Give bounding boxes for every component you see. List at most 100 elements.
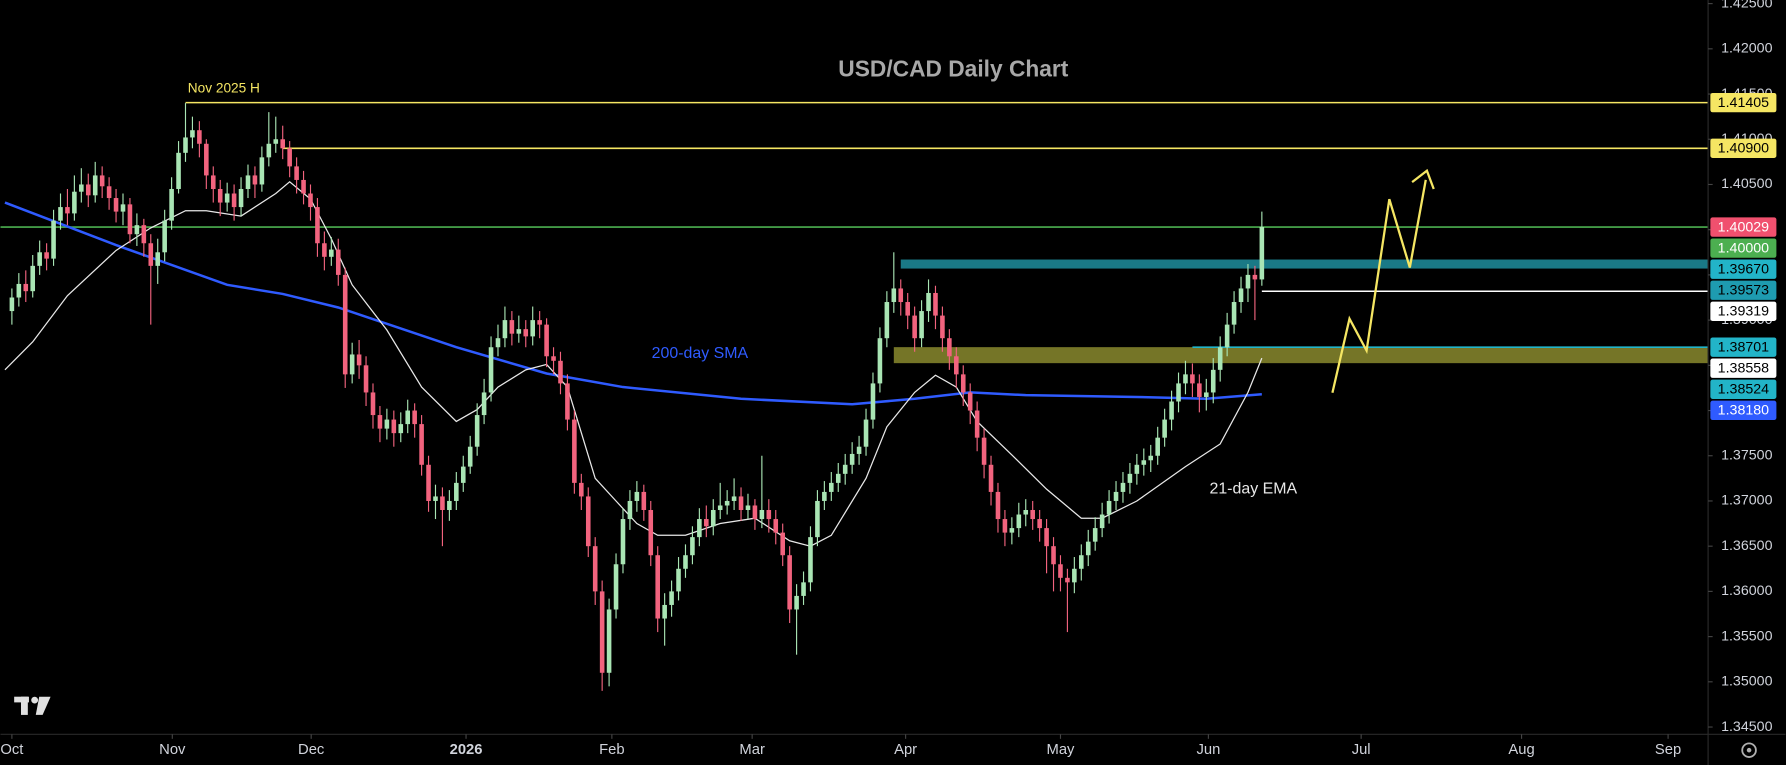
candle-body bbox=[301, 179, 306, 194]
x-tick-label: May bbox=[1047, 742, 1076, 758]
candle-body bbox=[183, 137, 188, 153]
price-tag-label: 1.39319 bbox=[1718, 304, 1769, 320]
candle-body bbox=[863, 419, 869, 447]
candle-body bbox=[1210, 369, 1216, 393]
candle-body bbox=[37, 252, 42, 266]
candle-body bbox=[738, 496, 744, 511]
candle-body bbox=[106, 186, 112, 199]
candle-body bbox=[113, 198, 119, 212]
x-tick-label: 2026 bbox=[450, 742, 483, 758]
candle-body bbox=[856, 446, 862, 454]
indicator-line bbox=[4, 201, 1262, 406]
price-tag-label: 1.39573 bbox=[1718, 283, 1769, 299]
candle-body bbox=[197, 130, 202, 144]
candle-body bbox=[30, 265, 36, 292]
candle-body bbox=[440, 496, 445, 511]
candle-body bbox=[176, 152, 181, 189]
candle-body bbox=[238, 188, 244, 208]
candle-body bbox=[884, 302, 890, 339]
price-tag-label: 1.38180 bbox=[1718, 403, 1769, 419]
candle-body bbox=[231, 193, 237, 208]
x-tick-label: Aug bbox=[1508, 742, 1534, 758]
candle-body bbox=[745, 505, 751, 511]
candle-body bbox=[259, 157, 265, 185]
candle-body bbox=[1155, 437, 1160, 456]
candle-body bbox=[1183, 374, 1188, 384]
candle-body bbox=[1134, 464, 1140, 474]
settings-icon[interactable] bbox=[1741, 742, 1757, 758]
candle-body bbox=[1016, 514, 1022, 529]
candle-body bbox=[974, 410, 980, 438]
candle-body bbox=[815, 500, 820, 538]
candle-body bbox=[1217, 347, 1223, 370]
price-tag-label: 1.38524 bbox=[1718, 382, 1769, 398]
candle-body bbox=[467, 446, 473, 467]
candle-body bbox=[474, 415, 480, 447]
price-tag bbox=[1710, 379, 1777, 399]
candle-body bbox=[1252, 274, 1258, 280]
candle-body bbox=[731, 496, 737, 501]
price-tag bbox=[1710, 358, 1777, 378]
candle-body bbox=[801, 582, 806, 596]
candle-body bbox=[710, 510, 716, 527]
candle-body bbox=[120, 204, 126, 212]
candle-body bbox=[1148, 455, 1154, 461]
candles bbox=[9, 103, 1265, 691]
candle-body bbox=[342, 274, 348, 375]
candle-body bbox=[905, 302, 910, 316]
candle-body bbox=[1099, 514, 1105, 529]
candle-body bbox=[676, 568, 681, 592]
candle-body bbox=[1197, 383, 1202, 397]
price-tag bbox=[1710, 92, 1777, 113]
x-tick-label: Jun bbox=[1196, 742, 1220, 758]
x-tick-label: Dec bbox=[298, 742, 324, 758]
price-tag-label: 1.38558 bbox=[1718, 361, 1769, 377]
candle-body bbox=[912, 315, 917, 339]
chart-title: USD/CAD Daily Chart bbox=[838, 56, 1068, 82]
candle-body bbox=[599, 591, 605, 673]
candle-body bbox=[488, 347, 494, 393]
candle-body bbox=[377, 415, 383, 429]
candle-body bbox=[940, 315, 945, 339]
candle-body bbox=[9, 297, 15, 312]
candle-body bbox=[1113, 491, 1119, 501]
candle-body bbox=[44, 252, 49, 259]
candle-body bbox=[954, 356, 959, 375]
candle-body bbox=[391, 419, 397, 434]
y-tick-label: 1.37500 bbox=[1721, 447, 1772, 463]
candle-body bbox=[141, 225, 147, 244]
candle-body bbox=[1051, 546, 1056, 565]
candle-body bbox=[23, 283, 29, 292]
candle-body bbox=[960, 374, 966, 393]
candle-body bbox=[419, 424, 424, 465]
x-tick-label: Oct bbox=[0, 742, 23, 758]
candle-body bbox=[988, 464, 994, 492]
indicator-line bbox=[4, 180, 1263, 547]
candle-body bbox=[363, 365, 369, 393]
candle-body bbox=[981, 437, 987, 465]
candle-body bbox=[315, 207, 320, 244]
candle-body bbox=[224, 193, 230, 203]
candle-body bbox=[51, 220, 56, 259]
candle-body bbox=[127, 204, 133, 235]
candle-body bbox=[335, 249, 341, 275]
candle-body bbox=[1190, 374, 1195, 384]
candle-body bbox=[829, 482, 834, 492]
candle-body bbox=[405, 410, 411, 425]
candle-body bbox=[537, 320, 542, 325]
candle-body bbox=[523, 329, 529, 337]
candle-body bbox=[252, 175, 258, 185]
projection-arrowhead bbox=[1411, 168, 1435, 190]
y-tick-label: 1.42000 bbox=[1721, 41, 1772, 57]
price-tag bbox=[1710, 238, 1777, 258]
candle-body bbox=[808, 537, 813, 583]
candle-body bbox=[1259, 226, 1265, 280]
candle-body bbox=[1030, 510, 1035, 520]
candle-body bbox=[1204, 392, 1209, 397]
candle-body bbox=[822, 491, 827, 501]
candle-body bbox=[558, 360, 563, 384]
candle-body bbox=[579, 482, 584, 497]
candle-body bbox=[967, 392, 973, 411]
